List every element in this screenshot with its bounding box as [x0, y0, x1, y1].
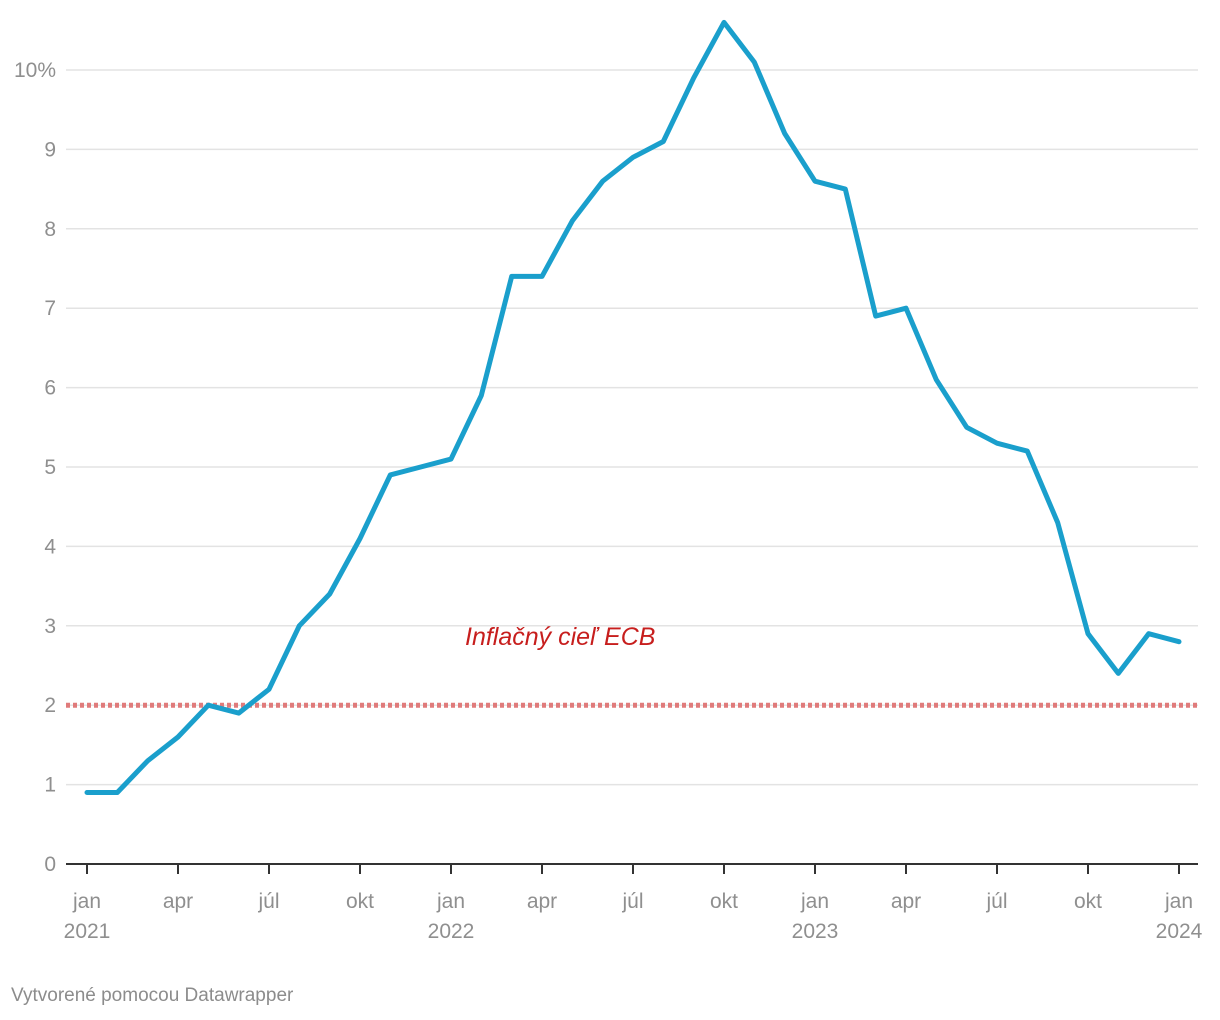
- y-tick-label: 10%: [14, 59, 56, 82]
- x-tick-year: 2024: [1156, 920, 1203, 943]
- y-tick-label: 3: [44, 615, 56, 638]
- chart-credit: Vytvorené pomocou Datawrapper: [11, 985, 294, 1006]
- x-tick-month: júl: [257, 890, 279, 913]
- y-tick-label: 7: [44, 297, 56, 320]
- x-tick-month: jan: [800, 890, 829, 913]
- x-tick-month: júl: [985, 890, 1007, 913]
- x-tick-month: okt: [346, 890, 374, 913]
- x-tick-year: 2023: [792, 920, 839, 943]
- x-tick-month: júl: [621, 890, 643, 913]
- y-tick-label: 6: [44, 377, 56, 400]
- y-tick-label: 8: [44, 218, 56, 241]
- inflation-series-line: [84, 19, 1182, 795]
- y-tick-label: 5: [44, 456, 56, 479]
- x-tick-year: 2022: [428, 920, 475, 943]
- gridlines: [66, 69, 1198, 786]
- y-tick-label: 2: [44, 694, 56, 717]
- x-tick-month: okt: [1074, 890, 1102, 913]
- series-layer: [84, 19, 1182, 795]
- y-tick-label: 1: [44, 774, 56, 797]
- y-tick-label: 9: [44, 138, 56, 161]
- x-tick-month: jan: [1164, 890, 1193, 913]
- inflation-chart: 0 1 2 3 4 5 6 7 8 9 10% jan 2021 apr júl okt jan 2022 apr…: [14, 19, 1203, 943]
- x-tick-month: apr: [891, 890, 921, 913]
- y-tick-label: 4: [44, 535, 56, 558]
- x-tick-year: 2021: [64, 920, 111, 943]
- x-tick-month: jan: [72, 890, 101, 913]
- x-tick-month: jan: [436, 890, 465, 913]
- y-axis: 0 1 2 3 4 5 6 7 8 9 10%: [14, 59, 56, 876]
- x-tick-month: apr: [527, 890, 557, 913]
- y-tick-label: 0: [44, 853, 56, 876]
- ecb-target-annotation: Inflačný cieľ ECB: [465, 623, 655, 651]
- x-tick-month: okt: [710, 890, 738, 913]
- x-axis: jan 2021 apr júl okt jan 2022 apr júl okt jan 2023 a…: [64, 863, 1203, 943]
- x-tick-month: apr: [163, 890, 193, 913]
